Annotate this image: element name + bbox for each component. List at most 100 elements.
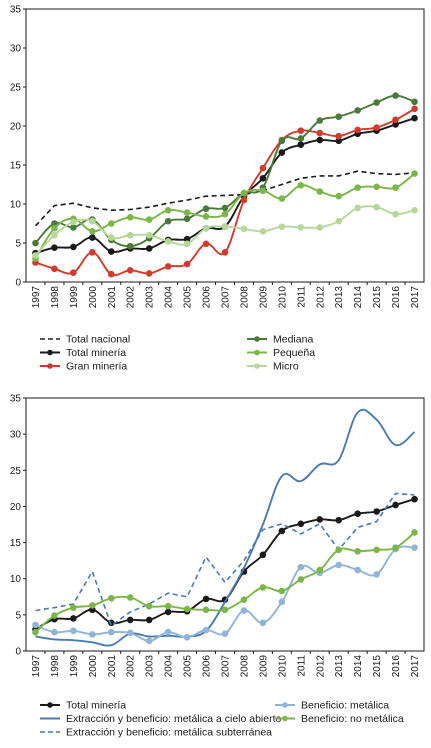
data-point (240, 225, 248, 233)
legend-swatch-marker (282, 715, 288, 722)
data-point (297, 576, 305, 583)
data-point (32, 239, 39, 247)
y-tick-label: 0 (15, 647, 21, 658)
y-tick-label: 30 (10, 430, 22, 441)
legend-label: Total minería (66, 347, 126, 359)
data-point (297, 135, 305, 142)
data-point (278, 587, 286, 595)
legend-item: Extracción y beneficio: metálica subterr… (40, 727, 272, 739)
data-point (392, 501, 399, 509)
data-point (392, 116, 399, 124)
data-point (297, 181, 305, 189)
data-point (126, 231, 134, 239)
data-point (240, 596, 248, 603)
x-tick-label: 2016 (391, 286, 402, 309)
data-point (278, 223, 286, 230)
data-point (259, 174, 267, 182)
x-tick-label: 2016 (391, 655, 402, 678)
data-point (183, 260, 191, 268)
data-point (354, 566, 361, 574)
data-point (221, 223, 229, 230)
data-point (354, 107, 361, 114)
x-tick-label: 2006 (202, 286, 213, 309)
series-5 (32, 203, 418, 259)
data-point (373, 99, 380, 106)
legend-swatch-marker (47, 363, 53, 369)
data-point (126, 267, 134, 274)
data-point (221, 204, 229, 212)
data-point (107, 248, 115, 255)
data-point (202, 595, 210, 603)
data-point (335, 217, 343, 225)
series-2 (32, 105, 418, 278)
legend-item: Micro (247, 361, 299, 373)
data-point (126, 213, 134, 221)
data-point (354, 510, 361, 517)
x-tick-label: 2003 (145, 655, 156, 678)
data-point (335, 192, 343, 200)
data-point (70, 269, 77, 276)
x-tick-label: 2009 (258, 286, 269, 309)
data-point (392, 184, 399, 191)
series-4 (32, 170, 418, 262)
x-tick-label: 2003 (145, 286, 156, 309)
data-point (221, 249, 229, 256)
x-tick-label: 2000 (88, 655, 99, 678)
data-point (240, 607, 248, 614)
data-point (316, 136, 324, 144)
x-tick-label: 2008 (239, 655, 250, 678)
data-point (202, 205, 210, 212)
data-point (392, 544, 399, 551)
legend-label: Gran minería (66, 361, 127, 373)
data-point (373, 183, 380, 191)
data-point (335, 113, 343, 120)
data-point (411, 544, 418, 551)
x-tick-label: 2011 (296, 286, 307, 308)
data-point (164, 602, 172, 610)
y-tick-label: 20 (10, 122, 22, 133)
data-point (373, 546, 380, 554)
x-tick-label: 2010 (277, 286, 288, 309)
data-point (145, 270, 153, 277)
x-tick-label: 1999 (69, 286, 80, 309)
x-tick-label: 1998 (50, 286, 61, 309)
y-tick-label: 15 (10, 161, 22, 172)
legend-swatch-marker (282, 702, 288, 708)
legend-item: Total minería (40, 700, 126, 712)
data-point (32, 621, 39, 629)
x-tick-label: 2007 (221, 655, 232, 678)
data-point (259, 164, 267, 172)
x-tick-label: 2002 (126, 286, 137, 309)
y-tick-label: 10 (10, 200, 22, 211)
x-tick-label: 2005 (183, 655, 194, 678)
data-point (354, 184, 361, 191)
data-point (183, 215, 191, 223)
legend-swatch-marker (254, 336, 260, 342)
x-tick-label: 1999 (69, 655, 80, 678)
data-point (89, 631, 96, 638)
data-point (373, 203, 380, 211)
data-point (278, 527, 286, 535)
data-point (89, 234, 96, 241)
legend-item: Extracción y beneficio: metálica a cielo… (40, 713, 282, 725)
x-tick-label: 2013 (334, 655, 345, 678)
series-line (35, 492, 415, 627)
data-point (316, 188, 324, 195)
data-point (240, 196, 248, 204)
x-tick-label: 1997 (31, 286, 42, 309)
legend-item: Mediana (247, 334, 313, 346)
series-line (34, 170, 415, 227)
data-point (107, 628, 115, 636)
legend-item: Total minería (40, 347, 126, 359)
data-point (278, 598, 286, 606)
data-point (297, 127, 305, 134)
x-tick-label: 2004 (164, 286, 175, 309)
legend-swatch-marker (47, 702, 53, 708)
data-point (335, 546, 343, 554)
x-tick-label: 2014 (353, 655, 364, 678)
data-point (202, 606, 210, 614)
data-point (392, 92, 399, 99)
legend-label: Extracción y beneficio: metálica a cielo… (66, 713, 282, 725)
